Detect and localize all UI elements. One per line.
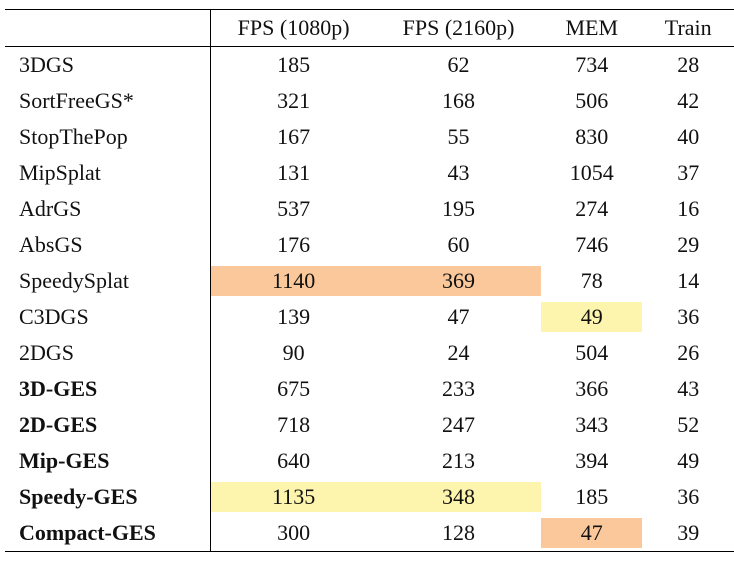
cell-mem: 1054: [569, 160, 614, 185]
cell-mem: 274: [575, 196, 609, 221]
table-row: Mip-GES 640 213 394 49: [5, 443, 734, 479]
cell-mem: 366: [575, 376, 609, 401]
cell-mem: 504: [575, 340, 609, 365]
table-row: 2DGS 90 24 504 26: [5, 335, 734, 371]
table-row: StopThePop 167 55 830 40: [5, 119, 734, 155]
method-name: 2DGS: [5, 335, 212, 371]
cell-fps-1080p: 90: [282, 340, 305, 365]
cell-fps-1080p: 321: [277, 88, 311, 113]
cell-mem: 78: [580, 268, 603, 293]
table-row: AdrGS 537 195 274 16: [5, 191, 734, 227]
table-row: 3DGS 185 62 734 28: [5, 46, 734, 83]
cell-train: 37: [677, 160, 700, 185]
cell-fps-1080p: 185: [277, 52, 311, 77]
cell-mem: 506: [575, 88, 609, 113]
cell-fps-1080p-second: 1135: [210, 479, 377, 515]
cell-fps-1080p: 167: [277, 124, 311, 149]
cell-train: 39: [642, 515, 734, 552]
cell-fps-2160p: 43: [447, 160, 470, 185]
cell-train: 28: [677, 52, 700, 77]
cell-fps-1080p: 300: [210, 515, 377, 552]
cell-mem: 185: [575, 484, 609, 509]
cell-train: 42: [677, 88, 700, 113]
cell-fps-2160p-best: 369: [376, 263, 542, 299]
method-name: Speedy-GES: [5, 479, 212, 515]
table-row: SortFreeGS* 321 168 506 42: [5, 83, 734, 119]
cell-train: 14: [677, 268, 700, 293]
cell-fps-1080p: 675: [277, 376, 311, 401]
cell-fps-2160p-second: 348: [376, 479, 542, 515]
cell-mem-best: 47: [541, 515, 643, 552]
cell-fps-1080p: 176: [277, 232, 311, 257]
cell-mem: 734: [575, 52, 609, 77]
cell-fps-1080p-best: 1140: [210, 263, 377, 299]
table-row: C3DGS 139 47 49 36: [5, 299, 734, 335]
header-row: FPS (1080p) FPS (2160p) MEM Train: [5, 9, 734, 47]
method-name: 3D-GES: [5, 371, 212, 407]
cell-fps-1080p: 537: [277, 196, 311, 221]
method-name: Compact-GES: [5, 515, 212, 552]
cell-train: 36: [677, 484, 700, 509]
cell-fps-2160p: 247: [442, 412, 476, 437]
cell-fps-1080p: 640: [277, 448, 311, 473]
table-row: 3D-GES 675 233 366 43: [5, 371, 734, 407]
cell-mem: 343: [575, 412, 609, 437]
table-row: AbsGS 176 60 746 29: [5, 227, 734, 263]
cell-train: 43: [677, 376, 700, 401]
cell-fps-2160p: 62: [447, 52, 470, 77]
cell-fps-2160p: 128: [376, 515, 542, 552]
table-row: SpeedySplat 1140 369 78 14: [5, 263, 734, 299]
header-method: [5, 9, 212, 47]
cell-fps-2160p: 213: [442, 448, 476, 473]
method-name: AdrGS: [5, 191, 212, 227]
cell-fps-2160p: 55: [447, 124, 470, 149]
results-table: FPS (1080p) FPS (2160p) MEM Train 3DGS 1…: [5, 9, 734, 552]
method-name: 2D-GES: [5, 407, 212, 443]
cell-train: 26: [677, 340, 700, 365]
header-mem: MEM: [541, 9, 643, 47]
cell-fps-2160p: 233: [442, 376, 476, 401]
method-name: MipSplat: [5, 155, 212, 191]
cell-fps-2160p: 24: [447, 340, 470, 365]
cell-mem: 746: [575, 232, 609, 257]
cell-train: 40: [677, 124, 700, 149]
method-name: SortFreeGS*: [5, 83, 212, 119]
cell-fps-2160p: 47: [447, 304, 470, 329]
header-train: Train: [642, 9, 734, 47]
header-fps-2160p: FPS (2160p): [376, 9, 542, 47]
method-name: C3DGS: [5, 299, 212, 335]
cell-train: 49: [677, 448, 700, 473]
cell-mem: 830: [575, 124, 609, 149]
cell-train: 29: [677, 232, 700, 257]
table-row: Speedy-GES 1135 348 185 36: [5, 479, 734, 515]
cell-mem: 394: [575, 448, 609, 473]
cell-fps-2160p: 168: [442, 88, 476, 113]
cell-fps-1080p: 131: [277, 160, 311, 185]
method-name: Mip-GES: [5, 443, 212, 479]
cell-fps-1080p: 139: [277, 304, 311, 329]
method-name: StopThePop: [5, 119, 212, 155]
table-row: 2D-GES 718 247 343 52: [5, 407, 734, 443]
method-name: SpeedySplat: [5, 263, 212, 299]
cell-train: 36: [677, 304, 700, 329]
cell-mem-second: 49: [541, 299, 643, 335]
method-name: 3DGS: [5, 46, 212, 83]
header-fps-1080p: FPS (1080p): [210, 9, 377, 47]
method-name: AbsGS: [5, 227, 212, 263]
cell-fps-2160p: 60: [447, 232, 470, 257]
cell-train: 52: [677, 412, 700, 437]
cell-fps-2160p: 195: [442, 196, 476, 221]
cell-fps-1080p: 718: [277, 412, 311, 437]
cell-train: 16: [677, 196, 700, 221]
table-row: Compact-GES 300 128 47 39: [5, 515, 734, 552]
table-row: MipSplat 131 43 1054 37: [5, 155, 734, 191]
